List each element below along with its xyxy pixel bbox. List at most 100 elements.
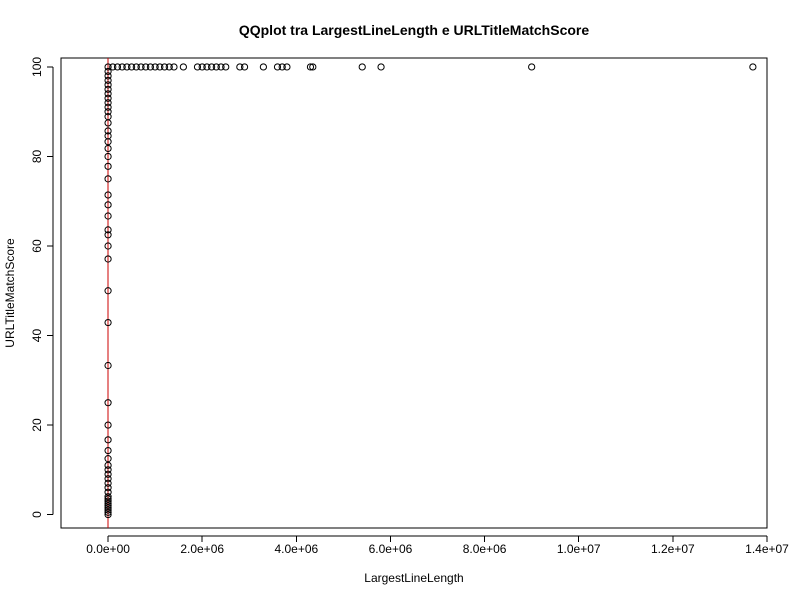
data-points-layer — [104, 63, 757, 519]
data-point — [528, 63, 536, 71]
data-point — [104, 287, 112, 295]
data-point — [104, 113, 112, 121]
data-point — [104, 506, 112, 514]
data-point — [104, 99, 112, 107]
data-point — [104, 493, 112, 501]
data-point — [123, 63, 131, 71]
data-point — [104, 479, 112, 487]
y-tick-label: 100 — [30, 57, 44, 77]
plot-area-border — [60, 57, 768, 529]
data-point — [104, 212, 112, 220]
data-point — [273, 63, 282, 71]
data-point — [104, 504, 112, 512]
data-point — [240, 63, 249, 71]
data-point — [358, 63, 366, 71]
data-point — [104, 85, 112, 93]
data-point — [193, 63, 202, 71]
data-point — [104, 67, 112, 76]
x-tick-label: 4.0e+06 — [274, 542, 318, 556]
x-tick-label: 1.2e+07 — [651, 542, 695, 556]
y-tick-label: 40 — [30, 329, 44, 343]
x-axis-label: LargestLineLength — [364, 571, 463, 585]
data-point — [104, 484, 112, 492]
data-point — [749, 63, 757, 71]
data-point — [104, 63, 112, 71]
data-point — [104, 421, 112, 429]
data-point — [104, 502, 112, 510]
x-tick-label: 1.4e+07 — [745, 542, 789, 556]
data-point — [104, 455, 112, 463]
data-point — [377, 63, 385, 71]
data-point — [104, 152, 112, 161]
data-point — [278, 63, 286, 71]
data-point — [104, 475, 112, 483]
axis-ticks-layer: 0.0e+00 2.0e+06 4.0e+06 6.0e+06 8.0e+06 1.0e+… — [30, 57, 789, 556]
y-tick-label: 80 — [30, 149, 44, 163]
data-point — [104, 72, 112, 80]
data-point — [156, 63, 164, 71]
data-point — [160, 63, 169, 71]
data-point — [203, 63, 211, 71]
data-point — [104, 226, 112, 234]
data-point — [109, 63, 117, 71]
data-point — [104, 495, 112, 503]
data-point — [104, 470, 112, 478]
data-point — [170, 63, 178, 71]
data-point — [104, 399, 112, 407]
data-point — [259, 63, 267, 71]
data-point — [132, 63, 140, 71]
data-point — [104, 94, 112, 102]
data-point — [104, 318, 112, 327]
data-point — [142, 63, 150, 71]
data-point — [104, 127, 112, 135]
x-tick-label: 0.0e+00 — [86, 542, 130, 556]
y-tick-label: 0 — [30, 511, 44, 518]
chart-title: QQplot tra LargestLineLength e URLTitleM… — [239, 22, 590, 38]
data-point — [104, 103, 112, 111]
x-tick-label: 6.0e+06 — [369, 542, 413, 556]
data-point — [128, 63, 136, 71]
data-point — [104, 499, 112, 507]
y-tick-label: 20 — [30, 418, 44, 432]
data-point — [151, 63, 159, 71]
data-point — [104, 231, 112, 239]
data-point — [198, 63, 206, 71]
data-point — [104, 510, 112, 519]
data-point — [104, 90, 112, 98]
data-point — [104, 497, 112, 505]
data-point — [217, 63, 225, 71]
data-point — [104, 361, 112, 370]
data-point — [104, 436, 112, 444]
data-point — [104, 242, 112, 250]
data-point — [104, 508, 112, 516]
data-point — [104, 446, 112, 455]
data-point — [104, 201, 112, 209]
x-tick-label: 1.0e+07 — [557, 542, 601, 556]
data-point — [104, 255, 112, 263]
data-point — [309, 63, 317, 71]
data-point — [208, 63, 216, 71]
data-point — [165, 63, 173, 71]
data-point — [104, 162, 112, 170]
data-point — [104, 488, 112, 496]
data-point — [283, 63, 291, 71]
data-point — [104, 108, 112, 116]
data-point — [118, 63, 126, 71]
data-point — [113, 63, 122, 71]
data-point — [104, 81, 112, 89]
data-point — [104, 466, 112, 474]
y-axis-label: URLTitleMatchScore — [3, 238, 17, 348]
data-point — [212, 63, 220, 71]
data-point — [146, 63, 155, 71]
data-point — [137, 63, 145, 71]
data-point — [104, 461, 112, 469]
x-tick-label: 2.0e+06 — [180, 542, 224, 556]
data-point — [104, 76, 112, 84]
data-point — [104, 144, 112, 153]
data-point — [236, 63, 244, 71]
y-tick-label: 60 — [30, 239, 44, 253]
data-point — [306, 63, 315, 71]
data-point — [104, 175, 112, 183]
